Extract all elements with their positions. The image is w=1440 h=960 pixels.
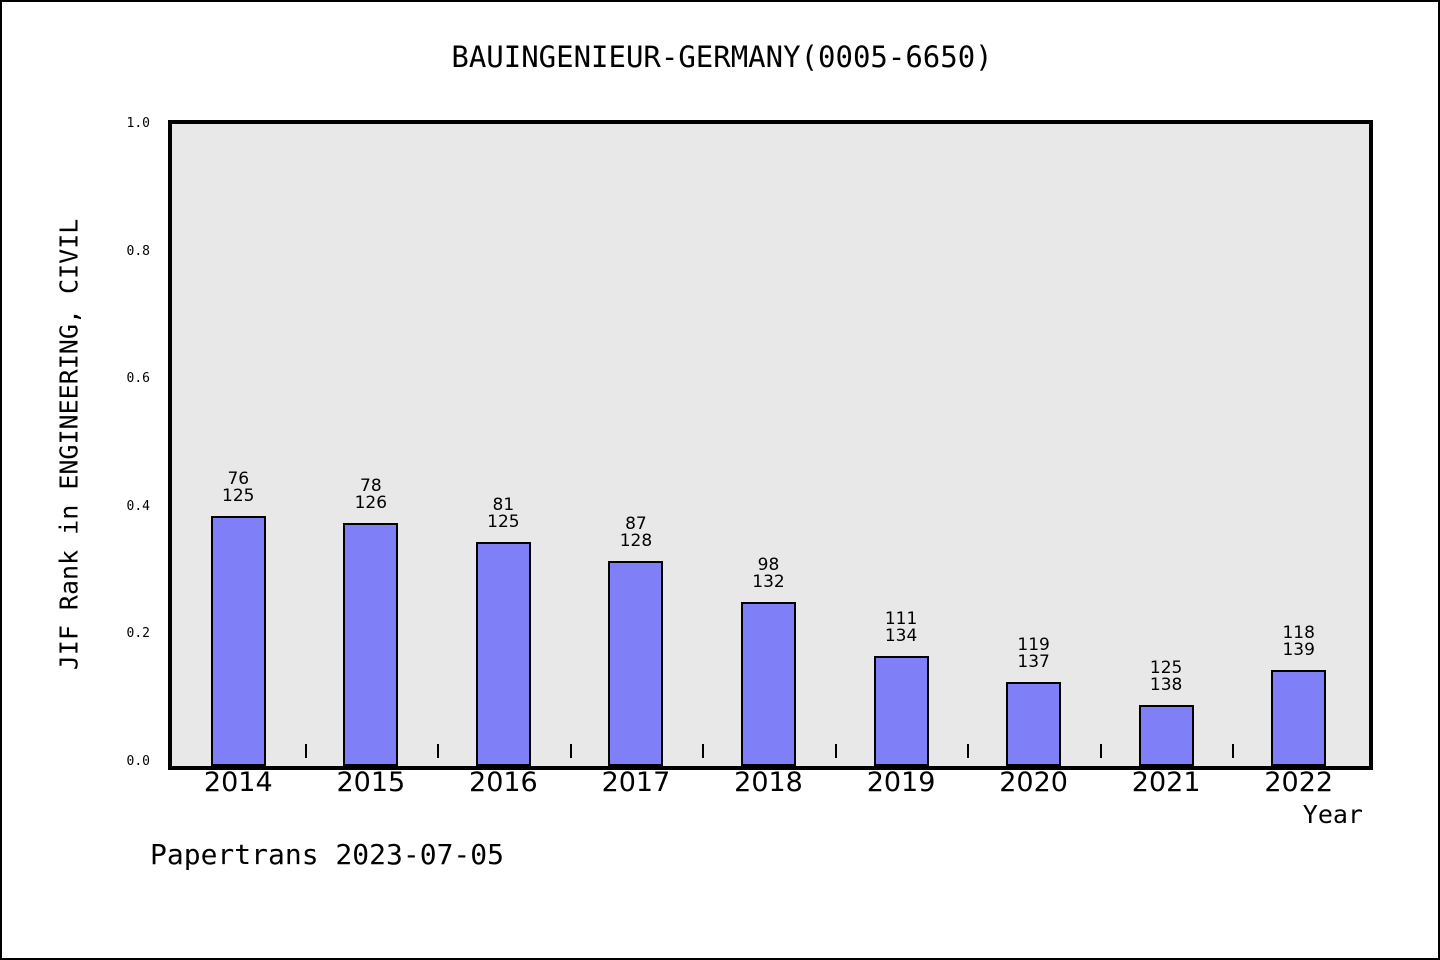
bar-rank-value: 87 — [625, 514, 647, 535]
bar — [210, 515, 266, 766]
x-axis-tick-label: 2014 — [203, 767, 273, 798]
bar-total-value: 138 — [1149, 674, 1183, 695]
x-axis-tick-mark — [569, 744, 572, 758]
bar-value-label: 119 137 — [974, 637, 1094, 671]
y-axis-tick-label: 0.8 — [126, 243, 150, 259]
page-title: BAUINGENIEUR-GERMANY(0005-6650) — [451, 40, 993, 74]
bar-value-label: 125 138 — [1106, 657, 1226, 695]
x-axis-tick-mark — [304, 744, 307, 758]
x-axis-tick-label: 2019 — [866, 767, 936, 798]
x-axis-tick-mark — [967, 744, 970, 758]
bar-value-label: 111 134 — [841, 611, 961, 645]
bar-total-value: 125 — [487, 512, 520, 533]
bar-value-label: 78 126 — [311, 475, 431, 513]
y-axis-title: JIF Rank in ENGINEERING, CIVIL — [54, 218, 84, 671]
x-axis-tick-label: 2017 — [601, 767, 671, 798]
y-axis-tick-label: 0.4 — [126, 498, 150, 514]
bar-value-label: 118 139 — [1239, 622, 1359, 660]
bar — [343, 522, 399, 766]
bar-rank-value: 118 — [1282, 622, 1315, 643]
bar-value-label: 81 125 — [443, 497, 563, 531]
bar-rank-value: 76 — [227, 468, 250, 489]
x-axis-tick-mark — [437, 744, 440, 758]
x-axis-tick-label: 2020 — [999, 767, 1068, 798]
x-axis-title: Year — [1302, 800, 1363, 829]
x-axis-tick-label: 2016 — [469, 767, 538, 798]
footer-note: Papertrans 2023-07-05 — [150, 838, 505, 871]
bar-total-value: 126 — [354, 492, 388, 513]
x-axis-tick-mark — [702, 744, 705, 758]
x-axis-tick-label: 2018 — [734, 767, 803, 798]
bar-value-label: 87 128 — [576, 516, 696, 550]
bar — [608, 561, 664, 766]
bar — [1138, 704, 1194, 766]
bar — [873, 656, 929, 766]
bar-total-value: 132 — [752, 572, 785, 593]
bar-total-value: 139 — [1282, 639, 1315, 660]
x-axis-tick-mark — [1232, 744, 1235, 758]
bar-value-label: 98 132 — [709, 557, 829, 591]
bar — [1006, 682, 1062, 766]
y-axis-tick-label: 0.6 — [126, 371, 150, 387]
bar-total-value: 128 — [619, 531, 653, 552]
y-axis-tick-label: 1.0 — [126, 116, 150, 131]
bar-rank-value: 81 — [492, 495, 515, 516]
bar-rank-value: 111 — [884, 609, 918, 630]
x-axis-tick-label: 2015 — [336, 767, 406, 798]
y-axis-tick-label: 0.0 — [126, 754, 150, 769]
bar-rank-value: 119 — [1017, 635, 1050, 656]
bar-rank-value: 98 — [757, 555, 780, 576]
bar-rank-value: 125 — [1149, 657, 1183, 678]
bar-total-value: 125 — [222, 485, 255, 506]
x-axis-tick-label: 2022 — [1264, 767, 1334, 798]
x-axis-tick-label: 2021 — [1131, 767, 1201, 798]
x-axis-tick-mark — [834, 744, 837, 758]
bars-layer — [172, 124, 1369, 766]
bar — [1271, 669, 1327, 766]
y-axis-tick-label: 0.2 — [126, 626, 150, 642]
bar — [475, 542, 531, 766]
bar-total-value: 134 — [884, 626, 918, 647]
bar-value-label: 76 125 — [178, 468, 298, 506]
bar-rank-value: 78 — [360, 475, 382, 496]
x-axis-tick-mark — [1099, 744, 1102, 758]
plot-area — [168, 120, 1373, 770]
bar-total-value: 137 — [1017, 652, 1050, 673]
bar — [741, 602, 796, 766]
